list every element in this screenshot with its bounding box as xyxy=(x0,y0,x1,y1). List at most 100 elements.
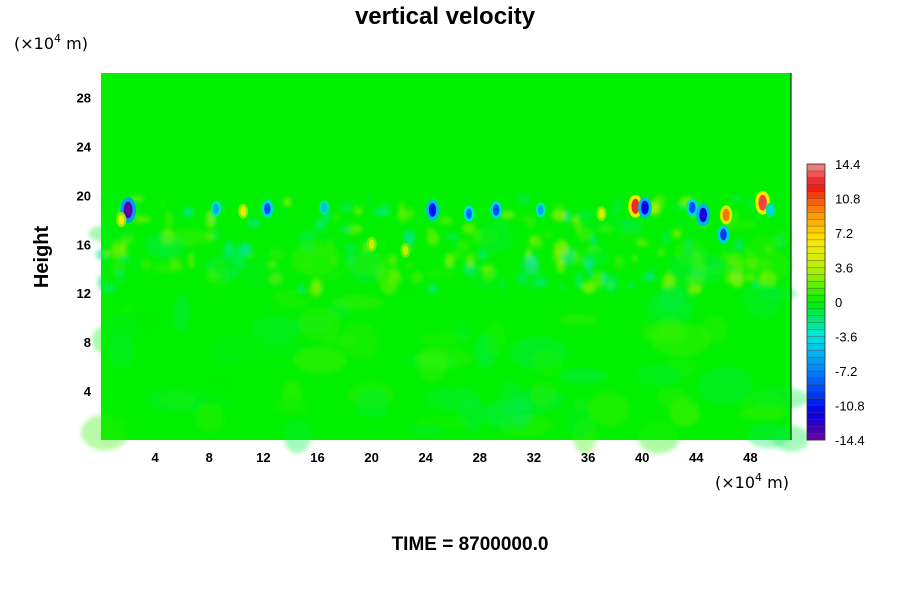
colorbar-band xyxy=(807,239,825,248)
layer-texture-blob xyxy=(462,222,476,235)
layer-texture-blob xyxy=(534,237,544,251)
field-texture-blob xyxy=(370,278,418,295)
colorbar-tick-label: 10.8 xyxy=(835,192,860,207)
y-tick-labels: 4 8 12 16 20 24 28 xyxy=(77,91,92,400)
colorbar-band xyxy=(807,246,825,254)
colorbar-band xyxy=(807,170,825,179)
field-texture-blob xyxy=(559,313,598,326)
layer-texture-blob xyxy=(344,245,356,250)
field-texture-blob xyxy=(531,348,564,378)
velocity-features xyxy=(116,190,776,258)
x-tick-label: 12 xyxy=(256,450,270,465)
field-texture-blob xyxy=(637,421,680,454)
x-axis-unit-exponent: 4 xyxy=(755,471,762,484)
layer-texture-blob xyxy=(632,255,638,262)
x-axis-unit-suffix: m) xyxy=(762,473,789,492)
feature-core xyxy=(213,204,219,214)
y-axis-unit-suffix: m) xyxy=(61,34,88,53)
layer-texture-blob xyxy=(613,257,626,272)
layer-texture-blob xyxy=(426,231,440,246)
layer-texture-blob xyxy=(678,219,684,227)
field-texture-blob xyxy=(698,367,753,404)
layer-texture-blob xyxy=(269,248,285,261)
field-texture-blob xyxy=(722,241,739,258)
colorbar-band xyxy=(807,398,825,406)
colorbar-band xyxy=(807,184,825,192)
feature-core xyxy=(402,245,409,256)
layer-texture-blob xyxy=(444,265,458,270)
colorbar-band xyxy=(807,164,825,172)
y-axis-unit-prefix: (×10 xyxy=(14,34,54,53)
layer-texture-blob xyxy=(425,228,436,233)
x-tick-label: 32 xyxy=(527,450,541,465)
layer-texture-blob xyxy=(553,239,569,257)
x-axis-unit: (×104 m) xyxy=(715,471,789,492)
layer-texture-blob xyxy=(672,229,681,239)
field-texture-blob xyxy=(416,347,448,383)
layer-texture-blob xyxy=(565,209,570,224)
layer-texture-blob xyxy=(552,209,567,222)
layer-texture-blob xyxy=(122,239,127,258)
field-texture-blob xyxy=(347,254,398,276)
layer-texture-blob xyxy=(550,203,566,208)
layer-texture-blob xyxy=(405,263,413,269)
layer-texture-blob xyxy=(658,248,664,257)
plot-area xyxy=(81,73,809,454)
layer-texture-blob xyxy=(642,275,657,281)
chart-title: vertical velocity xyxy=(355,3,536,30)
layer-texture-blob xyxy=(345,224,361,236)
feature-core xyxy=(767,205,774,215)
layer-texture-blob xyxy=(613,198,623,214)
x-tick-label: 48 xyxy=(743,450,757,465)
field-texture-blob xyxy=(588,391,631,427)
colorbar-band xyxy=(807,226,825,234)
y-tick-label: 28 xyxy=(77,91,91,106)
field-texture-blob xyxy=(294,346,347,375)
colorbar-band xyxy=(807,212,825,220)
layer-texture-blob xyxy=(381,201,390,210)
colorbar-band xyxy=(807,336,825,344)
y-tick-label: 24 xyxy=(77,139,92,154)
field-texture-blob xyxy=(120,304,137,326)
field-texture-blob xyxy=(151,262,184,273)
colorbar-band xyxy=(807,405,825,413)
y-tick-label: 12 xyxy=(77,286,91,301)
layer-texture-blob xyxy=(453,237,459,249)
field-texture-blob xyxy=(478,221,514,254)
layer-texture-blob xyxy=(165,211,173,229)
layer-texture xyxy=(81,191,809,454)
colorbar-band xyxy=(807,260,825,268)
colorbar-tick-label: 14.4 xyxy=(835,157,860,172)
field-texture-blob xyxy=(619,218,644,236)
layer-texture-blob xyxy=(628,283,635,288)
field-texture-blob xyxy=(172,294,190,333)
y-tick-label: 4 xyxy=(84,384,92,399)
layer-texture-blob xyxy=(746,199,753,209)
field-texture-blob xyxy=(291,289,320,302)
x-tick-labels: 4 8 12 16 20 24 28 32 36 40 44 48 xyxy=(151,450,757,465)
layer-texture-blob xyxy=(341,206,349,211)
layer-texture-blob xyxy=(399,201,404,219)
field-texture-blob xyxy=(453,322,472,345)
field-texture-blob xyxy=(291,239,340,276)
colorbar-band xyxy=(807,350,825,358)
layer-texture-blob xyxy=(500,277,505,293)
colorbar-tick-label: -10.8 xyxy=(835,399,865,414)
layer-texture-blob xyxy=(559,284,565,292)
field-texture-blob xyxy=(354,388,389,418)
field-texture-blob xyxy=(733,248,792,283)
field-texture-blob xyxy=(749,234,783,250)
colorbar-tick-label: 3.6 xyxy=(835,261,853,276)
colorbar-tick-label: -3.6 xyxy=(835,330,857,345)
field-texture-blob xyxy=(469,265,502,292)
layer-texture-blob xyxy=(636,240,649,246)
colorbar-band xyxy=(807,364,825,372)
field-texture-blob xyxy=(514,395,532,430)
feature-core xyxy=(758,194,767,211)
layer-texture-blob xyxy=(247,253,257,258)
layer-texture-blob xyxy=(182,207,193,217)
colorbar-band xyxy=(807,288,825,296)
layer-texture-blob xyxy=(661,196,673,210)
colorbar-band xyxy=(807,391,825,399)
field-texture-blob xyxy=(283,418,311,454)
